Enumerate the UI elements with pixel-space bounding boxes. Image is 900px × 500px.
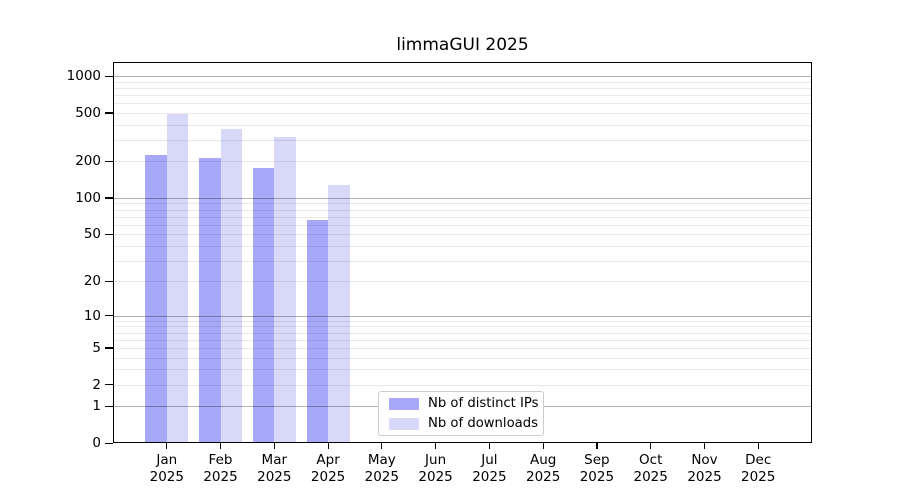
y-tick-label-1: 1 — [92, 398, 101, 415]
y-tick-label-5: 5 — [92, 339, 101, 356]
gridline-900 — [114, 81, 811, 83]
plot-area — [113, 62, 812, 443]
legend-swatch-downloads — [389, 417, 419, 430]
y-tick-20 — [105, 280, 113, 283]
x-tick-label-sep: Sep 2025 — [579, 452, 615, 485]
gridline-5 — [114, 347, 811, 349]
x-tick-oct — [650, 443, 652, 449]
gridline-30 — [114, 260, 811, 262]
bar-feb-downloads — [220, 128, 242, 442]
gridline-600 — [114, 103, 811, 105]
y-tick-label-500: 500 — [75, 104, 101, 121]
x-tick-label-feb: Feb 2025 — [203, 452, 238, 485]
y-tick-2 — [105, 384, 113, 386]
legend-swatch-distinct-ips — [389, 397, 419, 410]
gridline-7 — [114, 332, 811, 334]
gridline-70 — [114, 216, 811, 218]
gridline-90 — [114, 203, 811, 205]
bar-apr-distinct-ips — [306, 220, 329, 442]
bar-mar-distinct-ips — [252, 168, 275, 442]
bar-apr-downloads — [328, 184, 350, 442]
y-tick-0 — [105, 442, 113, 444]
x-tick-label-dec: Dec 2025 — [741, 452, 776, 485]
y-tick-200 — [105, 160, 113, 163]
x-tick-label-jan: Jan 2025 — [149, 452, 184, 485]
x-tick-label-jun: Jun 2025 — [418, 452, 453, 485]
x-tick-label-may: May 2025 — [364, 452, 399, 485]
x-tick-jun — [435, 443, 437, 449]
x-tick-label-nov: Nov 2025 — [687, 452, 722, 485]
legend-item-downloads: Nb of downloads — [389, 416, 543, 431]
y-tick-10 — [105, 315, 113, 317]
y-tick-1 — [105, 405, 113, 407]
bar-jan-downloads — [166, 113, 189, 442]
x-tick-sep — [596, 443, 598, 449]
x-tick-mar — [273, 443, 275, 449]
x-tick-label-aug: Aug 2025 — [526, 452, 561, 485]
legend: Nb of distinct IPs Nb of downloads — [378, 391, 544, 436]
x-tick-may — [381, 443, 383, 449]
gridline-1000 — [114, 76, 811, 77]
y-tick-label-10: 10 — [83, 307, 101, 324]
gridline-4 — [114, 357, 811, 359]
x-tick-label-oct: Oct 2025 — [633, 452, 668, 485]
gridline-40 — [114, 245, 811, 247]
x-tick-nov — [703, 443, 706, 449]
y-tick-500 — [105, 112, 113, 114]
y-tick-label-2: 2 — [92, 376, 101, 393]
y-tick-label-50: 50 — [83, 226, 101, 243]
gridline-200 — [114, 161, 811, 163]
gridline-10 — [114, 315, 811, 317]
y-tick-label-200: 200 — [75, 153, 101, 170]
gridline-400 — [114, 124, 811, 126]
gridline-2 — [114, 384, 811, 386]
legend-item-distinct-ips: Nb of distinct IPs — [389, 396, 543, 411]
x-tick-aug — [542, 443, 544, 449]
gridline-6 — [114, 339, 811, 341]
gridline-700 — [114, 94, 811, 96]
x-tick-label-jul: Jul 2025 — [472, 452, 507, 485]
gridline-20 — [114, 281, 811, 283]
y-tick-label-0: 0 — [92, 435, 101, 451]
y-tick-1000 — [105, 75, 113, 77]
gridline-80 — [114, 209, 811, 211]
legend-label-downloads: Nb of downloads — [428, 416, 538, 431]
gridline-60 — [114, 224, 811, 226]
bar-jan-distinct-ips — [145, 155, 167, 442]
x-tick-apr — [327, 443, 329, 449]
x-tick-feb — [219, 443, 222, 449]
y-tick-label-20: 20 — [83, 273, 101, 290]
gridline-3 — [114, 369, 811, 371]
x-tick-jan — [166, 443, 168, 449]
bar-feb-distinct-ips — [199, 157, 221, 442]
chart-title: limmaGUI 2025 — [396, 35, 529, 55]
gridline-100 — [114, 197, 811, 199]
y-tick-label-100: 100 — [75, 189, 101, 206]
gridline-500 — [114, 112, 811, 114]
x-tick-dec — [757, 443, 759, 449]
y-tick-100 — [105, 197, 113, 199]
legend-label-distinct-ips: Nb of distinct IPs — [428, 396, 539, 411]
y-tick-5 — [105, 347, 113, 349]
gridline-50 — [114, 234, 811, 236]
x-tick-label-mar: Mar 2025 — [257, 452, 292, 485]
gridline-800 — [114, 87, 811, 89]
x-tick-label-apr: Apr 2025 — [310, 452, 346, 485]
bar-mar-downloads — [274, 137, 296, 442]
x-tick-jul — [488, 443, 491, 449]
y-tick-label-1000: 1000 — [66, 68, 101, 84]
axis-spine-right — [810, 62, 812, 443]
y-tick-50 — [105, 233, 113, 235]
gridline-8 — [114, 326, 811, 328]
axis-spine-bottom — [113, 441, 812, 443]
gridline-9 — [114, 320, 811, 322]
gridline-300 — [114, 139, 811, 141]
axis-spine-left — [113, 62, 115, 443]
axis-spine-top — [113, 62, 812, 64]
